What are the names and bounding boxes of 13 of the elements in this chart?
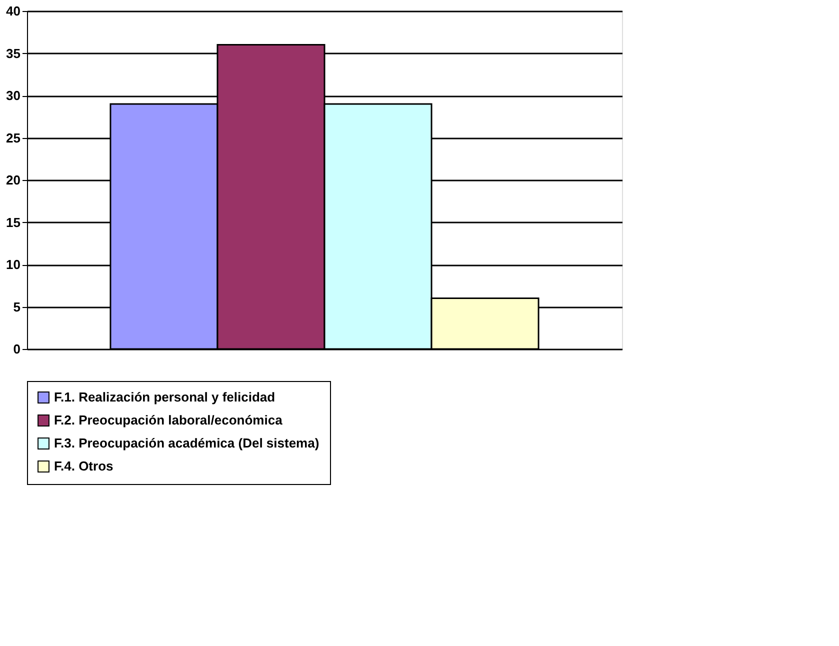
y-tick-label: 15: [6, 214, 20, 230]
legend-label: F.4. Otros: [54, 458, 114, 474]
y-tick-label: 0: [13, 342, 20, 356]
y-tick-label: 20: [6, 172, 20, 188]
y-tick-label: 5: [13, 299, 20, 314]
legend-label: F.1. Realización personal y felicidad: [54, 390, 276, 404]
legend-label: F.2. Preocupación laboral/económica: [54, 412, 284, 428]
legend-label: F.3. Preocupación académica (Del sistema): [54, 436, 320, 450]
y-tick-label: 10: [6, 257, 20, 272]
y-tick-label: 25: [6, 130, 20, 146]
y-tick-label: 40: [6, 4, 20, 18]
y-tick-label: 30: [6, 88, 20, 103]
y-tick-label: 35: [6, 46, 20, 61]
